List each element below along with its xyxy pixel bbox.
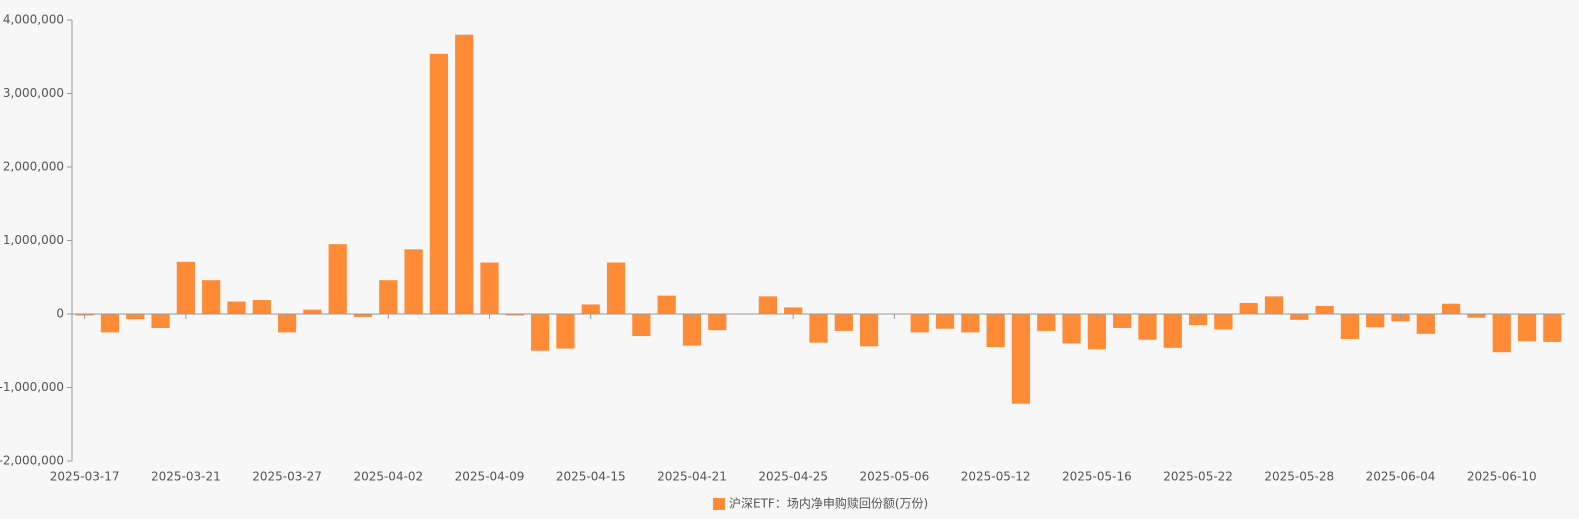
bar <box>1214 314 1233 330</box>
bar <box>961 314 980 333</box>
bar <box>1416 314 1435 334</box>
x-tick-label: 2025-06-04 <box>1366 470 1436 484</box>
bar <box>834 314 853 331</box>
x-tick-label: 2025-05-28 <box>1264 470 1334 484</box>
x-tick-label: 2025-03-17 <box>50 470 120 484</box>
bar <box>1492 314 1511 353</box>
bar <box>176 261 195 314</box>
x-tick-label: 2025-04-25 <box>758 470 828 484</box>
bar <box>1442 303 1461 314</box>
x-tick-label: 2025-05-22 <box>1163 470 1233 484</box>
bar <box>1366 314 1385 328</box>
y-tick-label: 3,000,000 <box>3 86 64 100</box>
x-tick-label: 2025-03-21 <box>151 470 221 484</box>
bar <box>1467 314 1486 318</box>
bar <box>455 34 474 314</box>
y-tick-label: 2,000,000 <box>3 160 64 174</box>
x-tick-label: 2025-04-15 <box>556 470 626 484</box>
bar <box>531 314 550 351</box>
bar <box>126 314 145 320</box>
bar <box>353 314 373 317</box>
bar <box>758 296 777 314</box>
x-tick-label: 2025-05-16 <box>1062 470 1132 484</box>
y-tick-label: 1,000,000 <box>3 233 64 247</box>
bar <box>1543 314 1562 342</box>
bar <box>505 314 524 316</box>
bar <box>657 295 676 314</box>
bar <box>784 307 803 314</box>
bar <box>404 249 423 314</box>
bar <box>303 309 322 314</box>
bar <box>1062 314 1081 344</box>
bar <box>1138 314 1157 340</box>
bar <box>1340 314 1360 339</box>
legend-swatch <box>713 498 725 510</box>
y-tick-label: 4,000,000 <box>3 13 64 27</box>
y-tick-label: -2,000,000 <box>0 454 64 468</box>
bar <box>328 244 347 314</box>
bar <box>632 314 651 337</box>
bar <box>379 280 398 314</box>
bar <box>1239 302 1258 314</box>
bar <box>606 262 626 314</box>
bar <box>1517 314 1537 342</box>
y-tick-label: 0 <box>56 307 64 321</box>
bar <box>708 314 727 331</box>
x-tick-label: 2025-05-12 <box>961 470 1031 484</box>
x-tick-label: 2025-06-10 <box>1467 470 1537 484</box>
x-tick-label: 2025-05-06 <box>860 470 930 484</box>
bar <box>860 314 879 347</box>
x-tick-label: 2025-04-02 <box>353 470 423 484</box>
bar <box>1113 314 1132 328</box>
bar <box>1315 305 1334 314</box>
bar <box>227 301 246 314</box>
bar <box>910 314 929 333</box>
bar <box>581 304 600 314</box>
bar <box>429 53 449 315</box>
bar <box>1264 296 1284 314</box>
bar <box>252 300 271 314</box>
legend-label: 沪深ETF：场内净申购赎回份额(万份) <box>729 496 928 511</box>
bar <box>277 314 297 333</box>
bar <box>682 314 702 346</box>
bar <box>1188 314 1208 326</box>
bar <box>935 314 955 329</box>
bar <box>1163 314 1182 348</box>
bar <box>202 280 221 314</box>
y-tick-label: -1,000,000 <box>0 380 64 394</box>
bar <box>100 314 120 333</box>
bar <box>1011 314 1031 404</box>
x-tick-label: 2025-04-09 <box>455 470 525 484</box>
bar <box>1037 314 1056 331</box>
bar <box>556 314 575 349</box>
x-tick-label: 2025-03-27 <box>252 470 322 484</box>
bar <box>986 314 1005 348</box>
bar <box>151 314 170 328</box>
bar <box>809 314 828 343</box>
x-tick-label: 2025-04-21 <box>657 470 727 484</box>
bar <box>480 262 499 314</box>
bar <box>1087 314 1106 350</box>
